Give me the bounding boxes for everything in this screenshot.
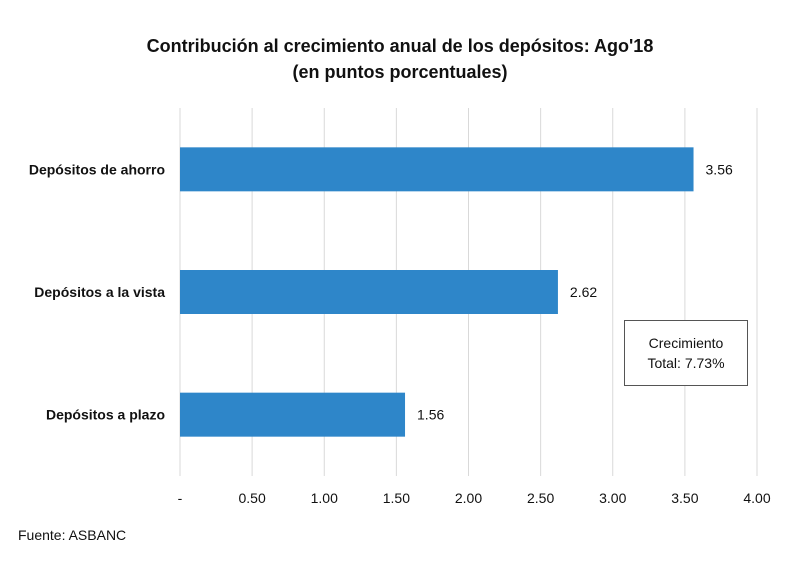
x-tick-label: 2.00 (455, 490, 482, 506)
data-label: 3.56 (706, 161, 733, 177)
x-tick-label: 4.00 (743, 490, 770, 506)
annotation-line-2: Total: 7.73% (647, 355, 725, 371)
bar (180, 392, 406, 437)
total-growth-annotation: Crecimiento Total: 7.73% (624, 320, 748, 386)
category-label: Depósitos de ahorro (29, 161, 165, 177)
x-tick-label: 3.00 (599, 490, 626, 506)
bar (180, 147, 694, 192)
x-tick-label: 1.50 (383, 490, 410, 506)
x-tick-label: 0.50 (239, 490, 266, 506)
x-tick-label: 1.00 (311, 490, 338, 506)
annotation-line-1: Crecimiento (648, 335, 724, 351)
chart-subtitle: (en puntos porcentuales) (292, 62, 508, 82)
chart-title: Contribución al crecimiento anual de los… (146, 36, 654, 56)
data-label: 1.56 (417, 407, 444, 423)
data-label: 2.62 (570, 284, 597, 300)
x-tick-label: 2.50 (527, 490, 554, 506)
category-label: Depósitos a la vista (34, 284, 165, 300)
category-label: Depósitos a plazo (46, 407, 165, 423)
bar (180, 270, 558, 314)
x-tick-label: 3.50 (671, 490, 698, 506)
source-note: Fuente: ASBANC (18, 527, 127, 543)
x-tick-label: - (178, 490, 183, 506)
